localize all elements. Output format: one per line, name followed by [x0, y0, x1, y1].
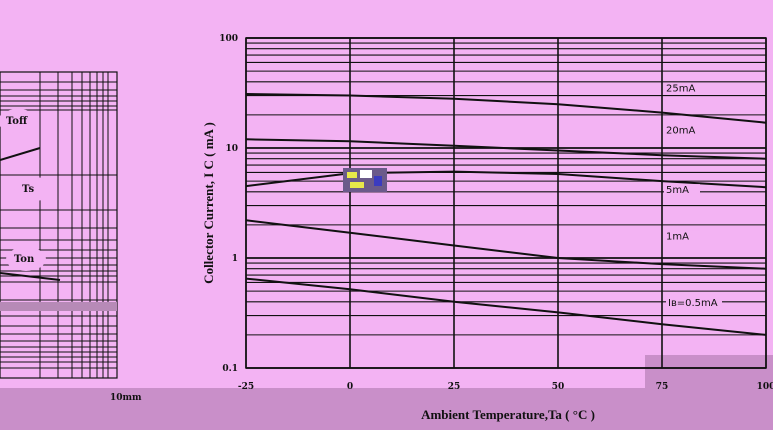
series-label: Iʙ=0.5mA: [668, 298, 718, 309]
series-line-0: [245, 93, 767, 124]
series-label-bg: [664, 124, 700, 137]
y-tick-label: 10: [225, 144, 238, 154]
left-panel-label: Ton: [14, 254, 35, 265]
curve-labels: 25mA 20mA 5mA 1mA Iʙ=0.5mA: [664, 82, 722, 310]
left-panel: Toff Ts Ton: [0, 71, 118, 379]
series-label: 25mA: [666, 84, 695, 95]
noise-marker-icon: [343, 168, 387, 192]
y-tick-label: 100: [219, 34, 238, 44]
left-shaded-band: [0, 302, 117, 311]
x-tick-label: 0: [347, 382, 353, 392]
series-line-1: [245, 138, 767, 160]
x-tick-label: -25: [238, 382, 254, 392]
series-label-bg: [664, 184, 700, 197]
y-tick-labels: 100 10 1 0.1: [219, 34, 238, 374]
bottom-band: [0, 388, 773, 430]
series-line-4: [245, 277, 767, 336]
x-tick-labels: -25 0 25 50 75 100: [238, 382, 773, 392]
y-axis-title: Collector Current, I C ( mA ): [201, 122, 216, 284]
y-tick-label: 0.1: [222, 364, 238, 374]
x-tick-label: 100: [757, 382, 773, 392]
series-label: 5mA: [666, 185, 689, 196]
series-line-2: [245, 170, 767, 189]
left-curve-toff: [0, 147, 41, 161]
series-label-bg: [664, 230, 700, 243]
left-panel-label: Toff: [6, 116, 28, 127]
x-tick-label: 25: [448, 382, 461, 392]
left-panel-label: Ts: [22, 184, 35, 195]
x-tick-label: 75: [656, 382, 669, 392]
y-tick-label: 1: [232, 254, 238, 264]
left-label-bg: [14, 177, 54, 201]
left-label-bg: [6, 247, 46, 271]
left-label-bg: [0, 109, 38, 133]
left-curve-ton: [0, 272, 61, 281]
series-label-bg: [666, 297, 722, 310]
bottom-band-right-step: [645, 355, 773, 390]
left-panel-footer: 10mm: [110, 393, 142, 403]
plot-curves: [245, 93, 767, 336]
series-label: 1mA: [666, 232, 689, 243]
series-label: 20mA: [666, 125, 695, 136]
x-tick-label: 50: [552, 382, 565, 392]
x-axis-title: Ambient Temperature,Ta ( °C ): [421, 407, 595, 422]
series-label-bg: [664, 82, 700, 95]
series-line-3: [245, 219, 767, 270]
